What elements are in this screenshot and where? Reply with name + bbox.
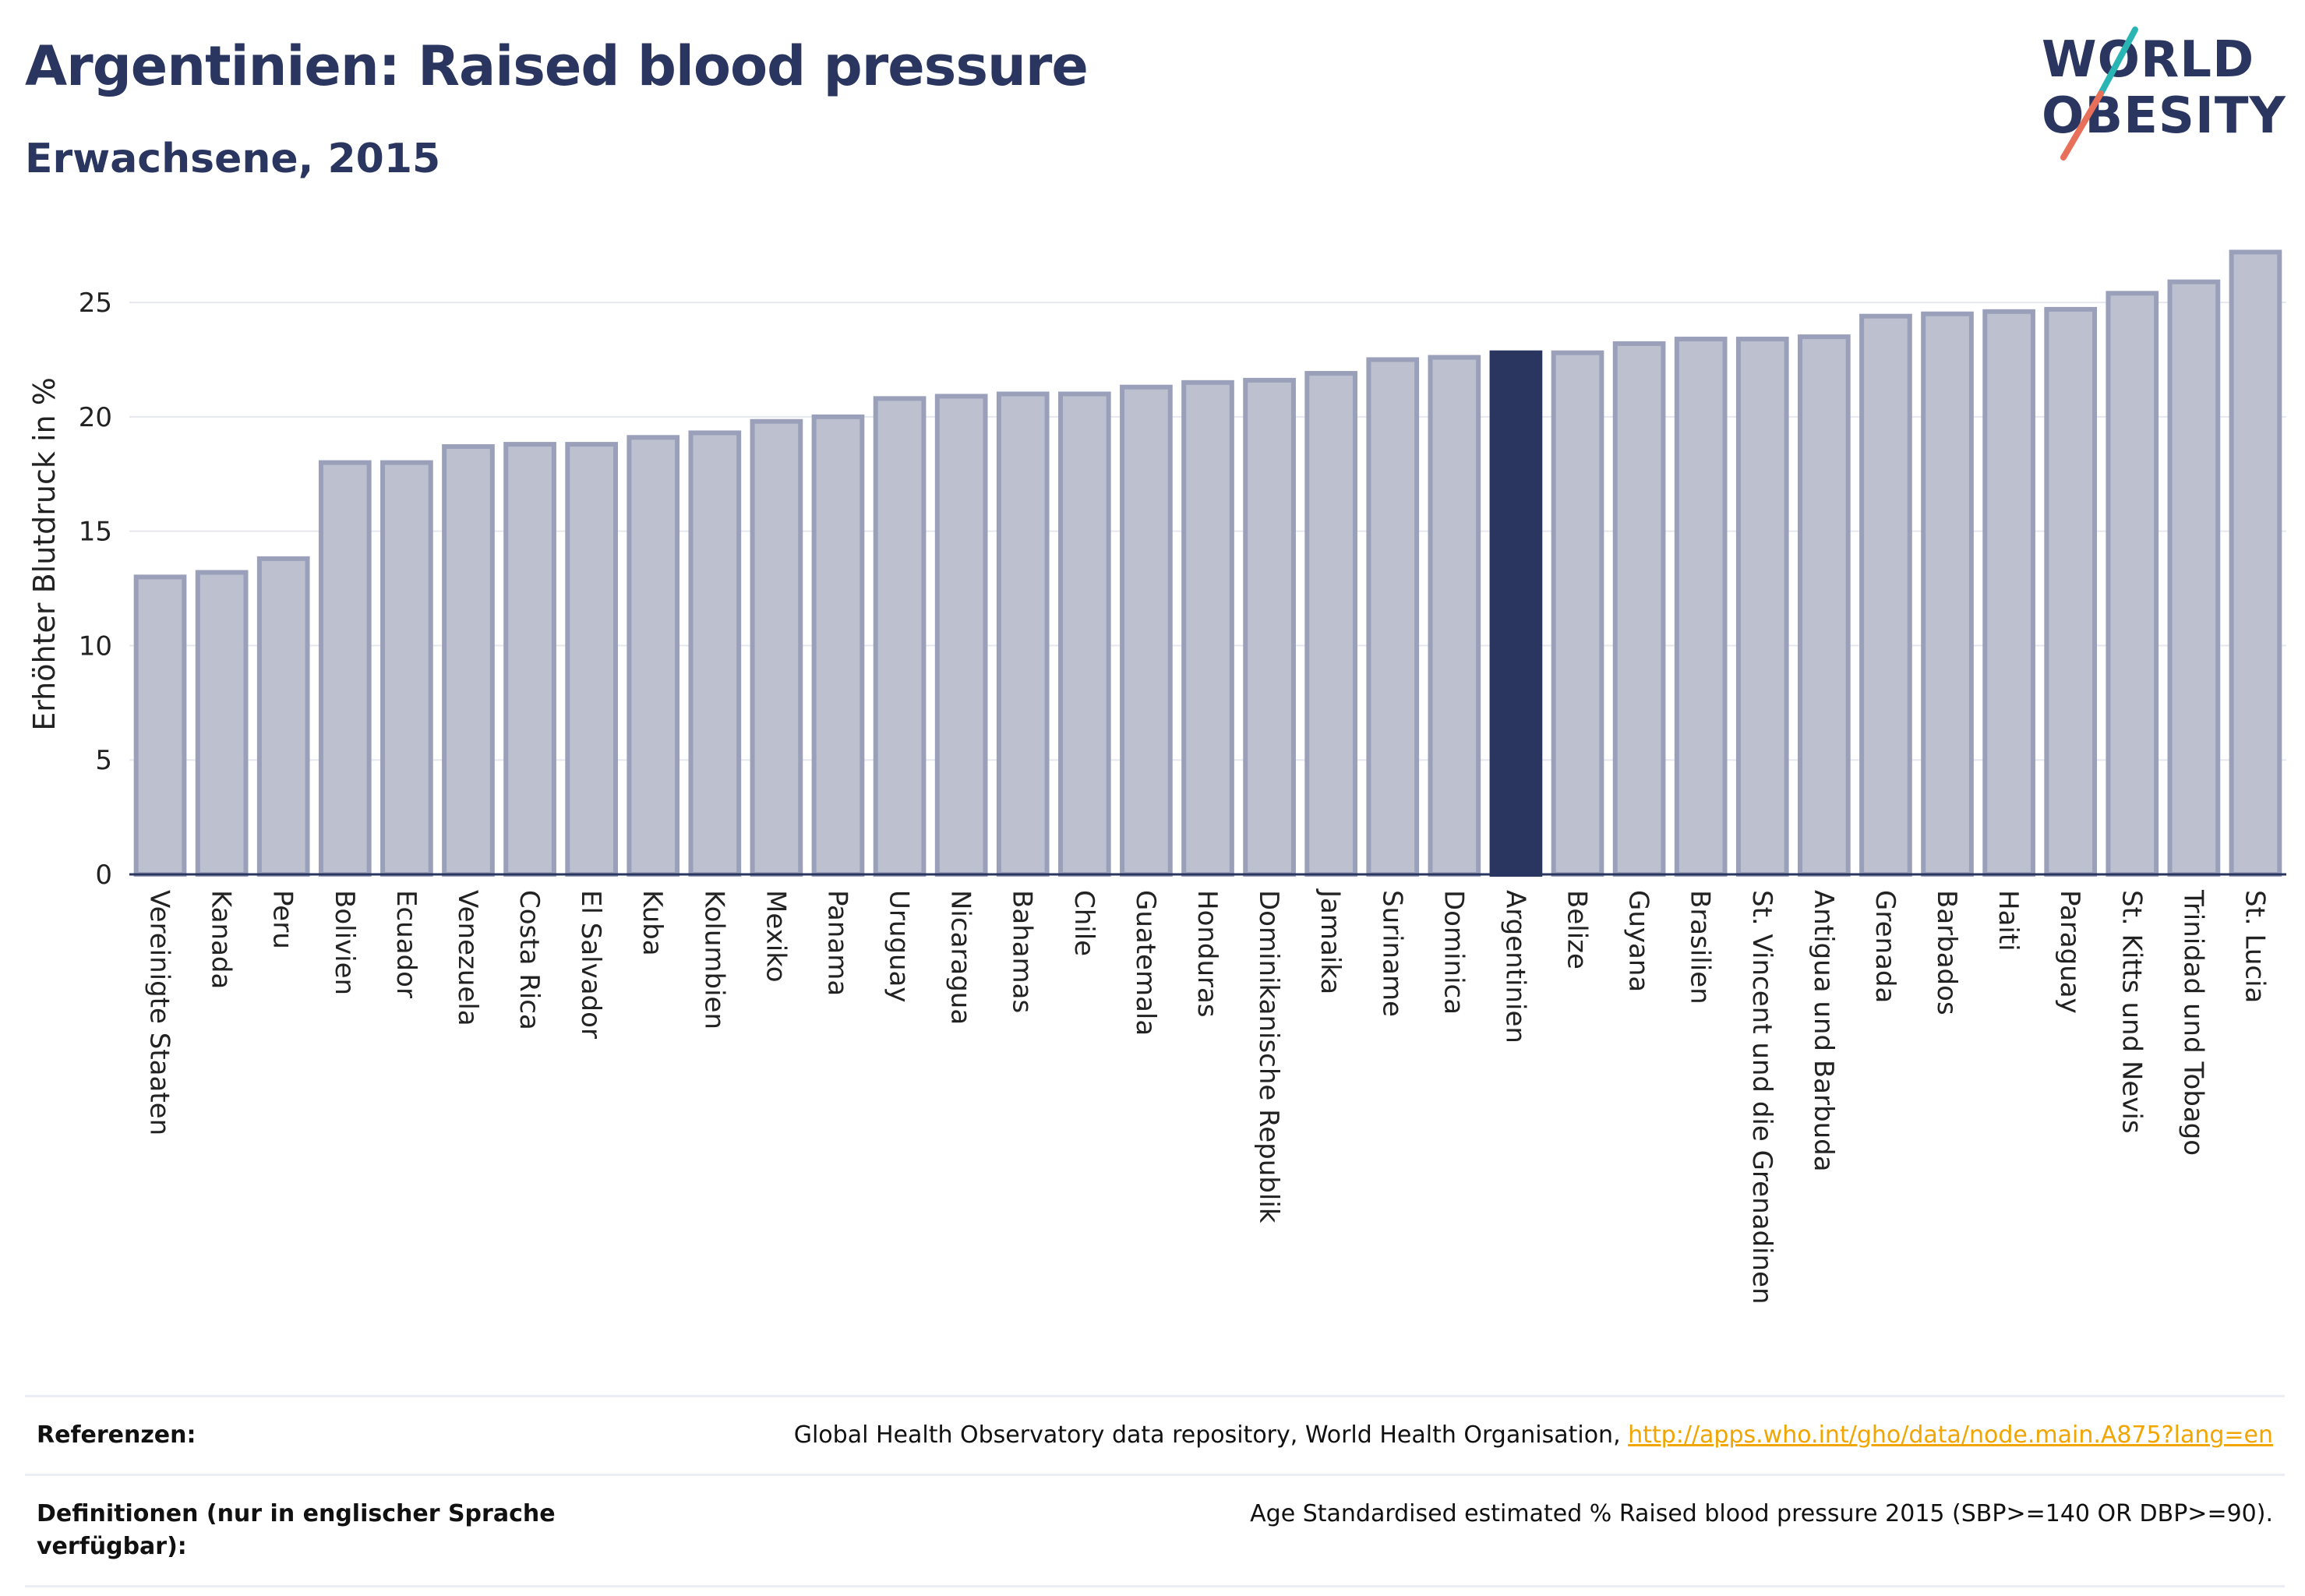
y-tick-label: 15 <box>79 517 112 548</box>
world-obesity-logo: WORLD OBESITY <box>2042 26 2286 161</box>
bar <box>934 394 988 877</box>
x-tick-label: Bahamas <box>1007 890 1038 1013</box>
bar <box>2167 279 2221 877</box>
x-tick-label: Grenada <box>1869 890 1901 1003</box>
x-tick-label: Paraguay <box>2054 890 2085 1014</box>
definitions-value: Age Standardised estimated % Raised bloo… <box>1250 1500 2273 1527</box>
x-tick-label: Vereinigte Staaten <box>144 890 175 1135</box>
bar <box>1982 309 2035 877</box>
x-tick-label: Honduras <box>1191 890 1223 1018</box>
references-row: Referenzen: Global Health Observatory da… <box>25 1395 2285 1474</box>
x-tick-label: Trinidad und Tobago <box>2177 889 2208 1156</box>
bar <box>1120 384 1173 877</box>
bar <box>1181 380 1234 877</box>
bar <box>1674 337 1728 877</box>
bar <box>1489 350 1543 877</box>
x-tick-label: Belize <box>1562 890 1593 969</box>
x-tick-label: Haiti <box>1993 890 2024 952</box>
bar <box>1921 311 1974 877</box>
x-tick-label: Panama <box>821 890 852 996</box>
references-link[interactable]: http://apps.who.int/gho/data/node.main.A… <box>1628 1421 2273 1449</box>
bar <box>503 442 556 877</box>
y-tick-label: 5 <box>95 745 112 776</box>
bar <box>1612 341 1666 877</box>
bar <box>133 574 187 877</box>
y-tick-label: 10 <box>79 630 112 662</box>
x-tick-label: Dominica <box>1438 890 1469 1015</box>
x-tick-label: Antigua und Barbuda <box>1808 890 1839 1172</box>
bar <box>996 391 1050 877</box>
x-tick-label: Ecuador <box>390 890 422 998</box>
x-tick-label: St. Kitts und Nevis <box>2116 890 2147 1134</box>
bar <box>442 444 495 877</box>
x-tick-label: Peru <box>267 890 298 949</box>
x-tick-label: St. Lucia <box>2239 890 2270 1003</box>
bar <box>1428 355 1481 877</box>
page-title: Argentinien: Raised blood pressure <box>25 34 1089 98</box>
x-tick-label: Venezuela <box>452 890 483 1026</box>
bar <box>750 418 803 877</box>
x-tick-label: Nicaragua <box>945 890 976 1025</box>
x-tick-label: Kanada <box>206 890 237 989</box>
bar <box>1798 334 1851 877</box>
bar <box>1551 350 1604 877</box>
x-tick-label: Guatemala <box>1130 890 1161 1036</box>
x-tick-label: Kolumbien <box>698 890 729 1029</box>
definitions-label: Definitionen (nur in englischer Sprache … <box>37 1500 556 1560</box>
bar <box>1057 391 1111 877</box>
bar <box>1243 377 1296 877</box>
bar <box>195 570 249 877</box>
bar-chart: 0 5 10 15 20 25 Erhöhter Blutdruck in % Vereini… <box>27 249 2286 1305</box>
bar <box>627 435 680 877</box>
x-tick-label: Jamaika <box>1315 888 1346 994</box>
svg-text:WORLD: WORLD <box>2042 31 2254 89</box>
references-text: Global Health Observatory data repositor… <box>793 1421 1629 1449</box>
x-tick-label: Costa Rica <box>514 890 545 1030</box>
x-tick-label: Guyana <box>1623 890 1654 992</box>
x-tick-label: Kuba <box>637 890 668 956</box>
x-tick-label: Bolivien <box>329 890 360 995</box>
x-tick-label: Brasilien <box>1685 890 1716 1005</box>
definitions-row: Definitionen (nur in englischer Sprache … <box>25 1474 2285 1587</box>
references-table: Referenzen: Global Health Observatory da… <box>25 1395 2285 1587</box>
y-tick-label: 20 <box>79 402 112 433</box>
bar <box>318 460 372 877</box>
references-label: Referenzen: <box>37 1421 196 1449</box>
x-tick-label: Mexiko <box>760 890 791 983</box>
bar <box>380 460 433 877</box>
y-axis-label: Erhöhter Blutdruck in % <box>27 377 62 731</box>
references-value: Global Health Observatory data repositor… <box>782 1397 2285 1474</box>
x-tick-label: El Salvador <box>575 890 606 1039</box>
x-tick-label: Suriname <box>1376 890 1407 1017</box>
x-tick-label: Uruguay <box>884 890 915 1003</box>
svg-text:OBESITY: OBESITY <box>2042 87 2286 145</box>
x-tick-label: Barbados <box>1931 890 1962 1015</box>
bar <box>2044 306 2098 877</box>
y-tick-label: 25 <box>79 288 112 319</box>
bar <box>688 430 742 877</box>
bar <box>565 442 618 877</box>
bar <box>873 396 927 877</box>
bar <box>1735 337 1789 877</box>
bar <box>1366 357 1420 877</box>
bar <box>2106 291 2159 877</box>
page-subtitle: Erwachsene, 2015 <box>25 136 441 182</box>
bar <box>2229 249 2282 877</box>
x-tick-label: Dominikanische Republik <box>1253 890 1284 1223</box>
x-tick-label: Chile <box>1068 890 1100 956</box>
y-tick-label: 0 <box>95 860 112 891</box>
bar <box>256 556 310 877</box>
bar <box>1304 371 1358 877</box>
x-tick-label: St. Vincent und die Grenadinen <box>1746 890 1777 1305</box>
x-tick-label: Argentinien <box>1499 890 1530 1043</box>
bar <box>1859 313 1912 877</box>
bar <box>811 414 865 877</box>
